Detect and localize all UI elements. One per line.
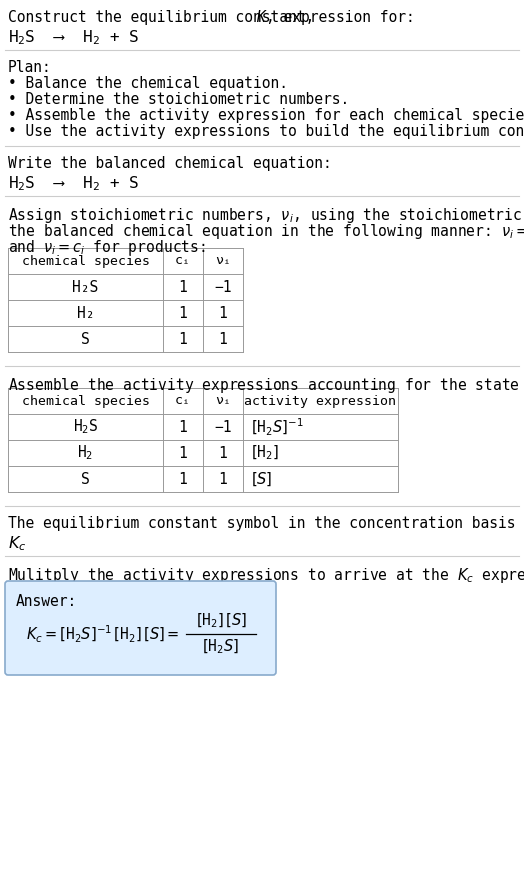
Text: 1: 1: [219, 306, 227, 321]
Text: νᵢ: νᵢ: [215, 254, 231, 268]
Text: chemical species: chemical species: [21, 395, 149, 407]
Text: $[\mathregular{H_2}]\,[S]$: $[\mathregular{H_2}]\,[S]$: [195, 612, 246, 630]
Text: cᵢ: cᵢ: [175, 395, 191, 407]
Text: $[S]$: $[S]$: [251, 470, 272, 488]
Text: $[\mathregular{H_2}S]$: $[\mathregular{H_2}S]$: [202, 637, 239, 656]
Text: $\mathregular{H_2}$S: $\mathregular{H_2}$S: [73, 418, 98, 436]
Text: • Balance the chemical equation.: • Balance the chemical equation.: [8, 76, 288, 91]
Text: $\mathregular{H_2}$S  ⟶  $\mathregular{H_2}$ + S: $\mathregular{H_2}$S ⟶ $\mathregular{H_2…: [8, 174, 139, 193]
Text: Answer:: Answer:: [16, 594, 77, 609]
Text: 1: 1: [219, 471, 227, 486]
Text: 1: 1: [179, 332, 188, 347]
Text: 1: 1: [179, 306, 188, 321]
Text: Assemble the activity expressions accounting for the state of matter and $\nu_i$: Assemble the activity expressions accoun…: [8, 376, 524, 395]
Text: • Use the activity expressions to build the equilibrium constant expression.: • Use the activity expressions to build …: [8, 124, 524, 139]
Text: S: S: [81, 471, 90, 486]
Text: • Determine the stoichiometric numbers.: • Determine the stoichiometric numbers.: [8, 92, 350, 107]
Text: Write the balanced chemical equation:: Write the balanced chemical equation:: [8, 156, 332, 171]
Text: 1: 1: [179, 420, 188, 435]
Text: The equilibrium constant symbol in the concentration basis is:: The equilibrium constant symbol in the c…: [8, 516, 524, 531]
Text: Plan:: Plan:: [8, 60, 52, 75]
Text: chemical species: chemical species: [21, 254, 149, 268]
Text: νᵢ: νᵢ: [215, 395, 231, 407]
Text: −1: −1: [214, 420, 232, 435]
Text: $\mathregular{H_2}$: $\mathregular{H_2}$: [78, 444, 94, 462]
FancyBboxPatch shape: [5, 581, 276, 675]
Text: 1: 1: [219, 445, 227, 461]
Text: $K_c$: $K_c$: [8, 534, 26, 553]
Text: and $\nu_i = c_i$ for products:: and $\nu_i = c_i$ for products:: [8, 238, 206, 257]
Text: Construct the equilibrium constant,: Construct the equilibrium constant,: [8, 10, 323, 25]
Text: • Assemble the activity expression for each chemical species.: • Assemble the activity expression for e…: [8, 108, 524, 123]
Text: 1: 1: [179, 445, 188, 461]
Text: cᵢ: cᵢ: [175, 254, 191, 268]
Text: $\mathregular{H_2}$S  ⟶  $\mathregular{H_2}$ + S: $\mathregular{H_2}$S ⟶ $\mathregular{H_2…: [8, 28, 139, 47]
Text: Mulitply the activity expressions to arrive at the $K_c$ expression:: Mulitply the activity expressions to arr…: [8, 566, 524, 585]
Text: K: K: [256, 10, 265, 25]
Text: , expression for:: , expression for:: [266, 10, 415, 25]
Text: 1: 1: [219, 332, 227, 347]
Text: 1: 1: [179, 279, 188, 294]
Text: S: S: [81, 332, 90, 347]
Text: $[\mathregular{H_2}S]^{-1}$: $[\mathregular{H_2}S]^{-1}$: [251, 416, 303, 437]
Text: −1: −1: [214, 279, 232, 294]
Text: $K_c = [\mathregular{H_2}S]^{-1}\,[\mathregular{H_2}]\,[S] = $: $K_c = [\mathregular{H_2}S]^{-1}\,[\math…: [26, 623, 180, 645]
Text: activity expression: activity expression: [245, 395, 397, 407]
Text: the balanced chemical equation in the following manner: $\nu_i = -c_i$ for react: the balanced chemical equation in the fo…: [8, 222, 524, 241]
Text: H₂: H₂: [77, 306, 94, 321]
Text: 1: 1: [179, 471, 188, 486]
Text: $[\mathregular{H_2}]$: $[\mathregular{H_2}]$: [251, 444, 279, 462]
Text: H₂S: H₂S: [72, 279, 99, 294]
Text: Assign stoichiometric numbers, $\nu_i$, using the stoichiometric coefficients, $: Assign stoichiometric numbers, $\nu_i$, …: [8, 206, 524, 225]
